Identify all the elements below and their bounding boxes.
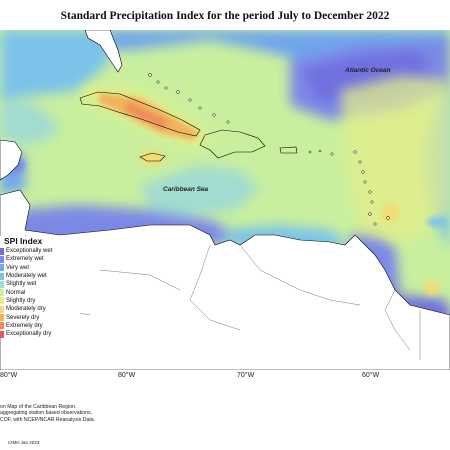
dry-region-southeast <box>340 75 450 245</box>
dry-spot-lesser-antilles <box>381 203 399 223</box>
legend-item: Severely dry <box>0 313 80 322</box>
legend-label: Extremely dry <box>6 322 43 329</box>
legend-item: Moderately dry <box>0 305 80 313</box>
legend-item: Exceptionally dry <box>0 330 80 338</box>
dry-spot-guianas <box>424 281 440 295</box>
legend-swatch <box>0 289 4 297</box>
legend-label: Exceptionally dry <box>6 331 52 338</box>
legend-swatch <box>0 247 4 255</box>
island-chain <box>148 73 390 226</box>
wet-region-gulf-honduras <box>0 100 60 145</box>
caribbean-sea-label: Caribbean Sea <box>163 186 209 193</box>
legend-label: Slightly wet <box>6 281 37 288</box>
legend-swatch <box>0 330 4 338</box>
map-notes: on Map of the Caribbean Region. aggregat… <box>0 404 95 423</box>
spi-legend: SPI Index Exceptionally wet Extremely wet… <box>0 236 80 339</box>
legend-item: Extremely dry <box>0 322 80 330</box>
legend-label: Normal <box>6 289 26 296</box>
cuba <box>79 91 201 137</box>
dry-region-cuba-core <box>124 102 170 128</box>
legend-label: Moderately dry <box>6 306 46 313</box>
legend-label: Severely dry <box>6 314 40 321</box>
atlantic-ocean-label: Atlantic Ocean <box>344 67 391 74</box>
legend-swatch <box>0 264 4 272</box>
dry-spot-jamaica <box>140 150 164 166</box>
spi-map: Atlantic Ocean Caribbean Sea 80°W 80°W 7… <box>0 30 450 370</box>
legend-item: Exceptionally wet <box>0 247 80 255</box>
note-line-2: aggregating station based observations, <box>0 410 92 417</box>
puerto-rico <box>279 146 298 154</box>
south-america <box>0 189 450 370</box>
legend-item: Very wet <box>0 264 80 272</box>
jamaica <box>139 152 166 162</box>
legend-swatch <box>0 297 4 305</box>
legend-label: Slightly dry <box>6 297 36 304</box>
note-line-1: on Map of the Caribbean Region. <box>0 404 77 410</box>
lon-label-70w: 70°W <box>237 372 255 379</box>
legend-swatch <box>0 322 4 330</box>
legend-item: Extremely wet <box>0 255 80 263</box>
legend-label: Exceptionally wet <box>6 248 53 255</box>
legend-item: Slightly dry <box>0 297 80 305</box>
legend-swatch <box>0 280 4 288</box>
lon-label-60w: 60°W <box>362 372 380 379</box>
legend-label: Extremely wet <box>6 256 44 263</box>
wet-spot-east <box>427 217 447 227</box>
legend-label: Very wet <box>6 264 30 271</box>
wet-region-caribbean <box>140 165 260 215</box>
lon-label-80w: 80°W <box>118 372 136 379</box>
landmasses <box>0 30 450 370</box>
florida <box>84 30 123 73</box>
legend-swatch <box>0 305 4 313</box>
legend-swatch <box>0 314 4 322</box>
legend-title: SPI Index <box>4 236 43 246</box>
lon-label-left: 80°W <box>0 372 18 379</box>
map-title: Standard Precipitation Index for the per… <box>60 10 390 22</box>
legend-swatch <box>0 255 4 263</box>
legend-label: Moderately wet <box>6 273 47 280</box>
legend-item: Normal <box>0 288 80 297</box>
legend-swatch <box>0 272 4 280</box>
legend-item: Slightly wet <box>0 280 80 288</box>
hispaniola <box>199 129 266 159</box>
note-line-3: COF, with NCEP/NCAR Reanalysis Data. <box>0 416 96 423</box>
wet-region-northwest <box>0 30 110 100</box>
central-america <box>0 139 23 181</box>
legend-item: Moderately wet <box>0 272 80 280</box>
credit-text: CIMH Jan 2023 <box>8 440 40 445</box>
